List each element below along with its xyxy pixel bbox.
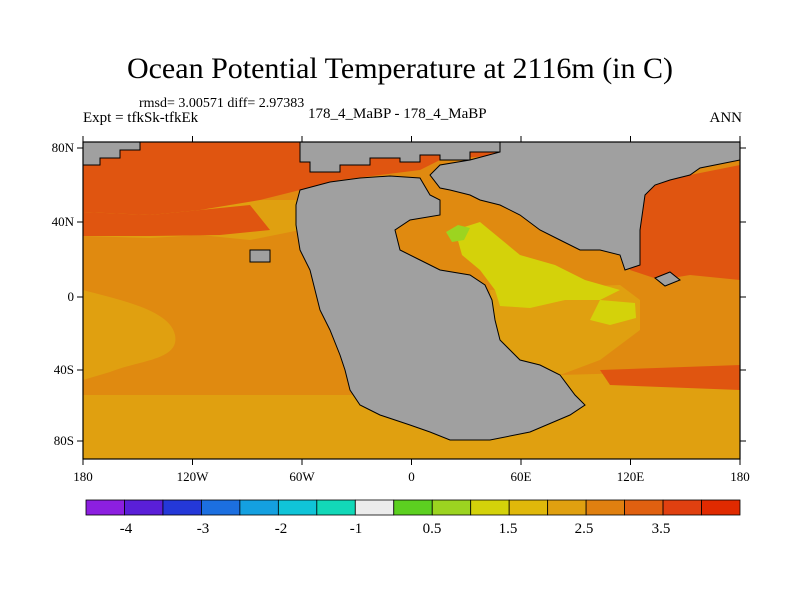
yellow-anomaly [455, 222, 620, 308]
yellow-anomaly-east [590, 300, 636, 325]
colorbar-label: 1.5 [499, 521, 518, 537]
colorbar-swatch [431, 499, 472, 516]
east-hot-region [630, 165, 740, 280]
north-pacific-hot [83, 205, 270, 236]
colorbar-swatch [547, 499, 587, 516]
colorbar-swatch [277, 499, 318, 516]
rmsd-diff-stats: rmsd= 3.00571 diff= 2.97383 [139, 96, 305, 111]
colorbar-label: -1 [350, 521, 363, 537]
colorbar: -4 -3 -2 -1 0.5 1.5 2.5 3.5 [85, 499, 741, 537]
colorbar-label: -2 [275, 521, 288, 537]
y-tick-label: 80S [54, 433, 74, 448]
season-label: ANN [709, 110, 743, 126]
y-tick-label: 40N [52, 214, 75, 229]
colorbar-swatch [662, 499, 702, 516]
land-masses [83, 142, 740, 441]
colorbar-label: 0.5 [423, 521, 442, 537]
x-tick-label: 180 [73, 469, 93, 484]
colorbar-label: 3.5 [652, 521, 671, 537]
map-title: Ocean Potential Temperature at 2116m (in… [126, 52, 674, 85]
warm-band-south-pacific [83, 290, 176, 380]
experiment-label: Expt = tfkSk-tfkEk [83, 110, 199, 126]
colorbar-swatch [316, 499, 356, 516]
green-anomaly [446, 225, 470, 242]
colorbar-swatch [85, 499, 125, 516]
y-tick-label: 40S [54, 362, 74, 377]
x-tick-label: 0 [408, 469, 415, 484]
land-arctic-west [83, 142, 141, 166]
x-tick-label: 180 [730, 469, 750, 484]
y-tick-label: 80N [52, 140, 75, 155]
colorbar-swatch [701, 499, 741, 516]
colorbar-swatch [508, 499, 549, 516]
south-indian-hot [600, 365, 740, 390]
land-arctic-east [429, 142, 740, 271]
axis-ticks: 180 120W 60W 0 60E 120E 180 80N 40N 0 40S 80S [52, 136, 750, 484]
run-comparison-label: 178_4_MaBP - 178_4_MaBP [308, 106, 487, 122]
colorbar-swatch [239, 499, 279, 516]
x-tick-label: 60W [289, 469, 315, 484]
x-tick-label: 120E [617, 469, 645, 484]
x-tick-label: 60E [511, 469, 532, 484]
colorbar-swatch [124, 499, 164, 516]
colorbar-label: 2.5 [575, 521, 594, 537]
colorbar-swatch [393, 499, 433, 516]
y-tick-label: 0 [68, 289, 75, 304]
land-america [295, 175, 586, 441]
x-tick-label: 120W [177, 469, 210, 484]
land-arctic-central [299, 142, 501, 173]
colorbar-swatch [470, 499, 510, 516]
arctic-hot-region [83, 142, 500, 215]
colorbar-swatch [585, 499, 625, 516]
land-island-small [249, 249, 271, 263]
colorbar-label: -4 [120, 521, 133, 537]
colorbar-swatch [162, 499, 202, 516]
colorbar-swatch [624, 499, 664, 516]
land-island-east [654, 271, 681, 287]
colorbar-label: -3 [197, 521, 210, 537]
colorbar-swatch [354, 499, 395, 516]
map-field [83, 142, 740, 459]
colorbar-swatch [201, 499, 241, 516]
